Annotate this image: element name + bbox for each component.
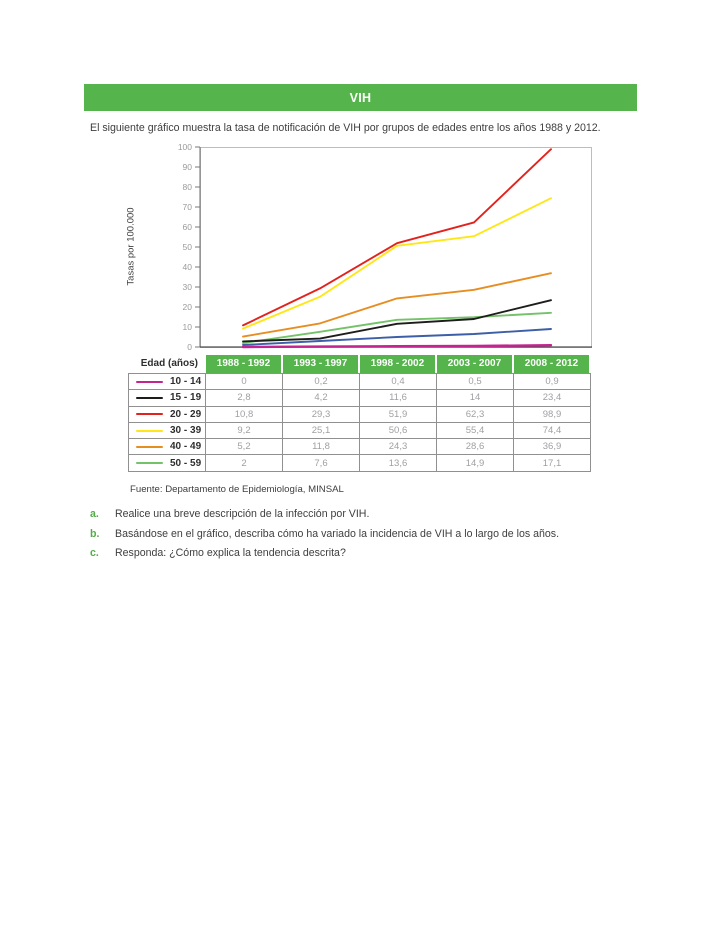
cell-value: 0,5: [436, 372, 514, 391]
row-label: 20 - 29: [170, 408, 202, 420]
cell-value: 9,2: [205, 421, 283, 440]
row-label: 40 - 49: [170, 441, 202, 453]
title-bar: VIH: [84, 84, 637, 111]
cell-value: 10,8: [205, 405, 283, 423]
legend-line-40-49: [136, 445, 163, 448]
table-header-row: Edad (años) 1988 - 1992 1993 - 1997 1998…: [128, 355, 590, 373]
svg-text:40: 40: [183, 262, 193, 272]
question-item-c: c. Responda: ¿Cómo explica la tendencia …: [90, 544, 650, 564]
legend-line-15-19: [136, 396, 163, 399]
cell-value: 25,1: [282, 421, 360, 440]
cell-value: 0,9: [513, 372, 591, 391]
svg-text:100: 100: [178, 142, 192, 152]
cell-value: 2: [205, 454, 283, 472]
cell-value: 51,9: [359, 405, 437, 423]
cell-value: 11,6: [359, 389, 437, 407]
svg-text:30: 30: [183, 282, 193, 292]
legend-line-20-29: [136, 413, 163, 416]
question-letter: a.: [90, 508, 99, 520]
cell-value: 62,3: [436, 405, 514, 423]
cell-value: 98,9: [513, 405, 591, 423]
cell-value: 74,4: [513, 421, 591, 440]
svg-text:70: 70: [183, 202, 193, 212]
cell-value: 28,6: [436, 438, 514, 456]
table-row: 50 - 59 2 7,6 13,6 14,9 17,1: [128, 454, 591, 472]
cell-value: 29,3: [282, 405, 360, 423]
table-row: 20 - 29 10,8 29,3 51,9 62,3 98,9: [128, 405, 591, 423]
table-row: 30 - 39 9,2 25,1 50,6 55,4 74,4: [128, 421, 591, 440]
question-item-b: b. Basándose en el gráfico, describa cóm…: [90, 525, 650, 545]
table-row: 15 - 19 2,8 4,2 11,6 14 23,4: [128, 389, 591, 407]
row-label: 50 - 59: [170, 457, 202, 469]
question-letter: c.: [90, 547, 99, 559]
cell-value: 14: [436, 389, 514, 407]
column-header-1988-1992: 1988 - 1992: [205, 355, 282, 373]
line-chart: 0 10 20 30 40 50 60 70 80 90 100: [178, 142, 592, 352]
column-header-2008-2012: 2008 - 2012: [513, 355, 590, 373]
cell-value: 7,6: [282, 454, 360, 472]
table-row: 40 - 49 5,2 11,8 24,3 28,6 36,9: [128, 438, 591, 456]
cell-value: 55,4: [436, 421, 514, 440]
table-row: 10 - 14 0 0,2 0,4 0,5 0,9: [128, 372, 591, 391]
cell-value: 24,3: [359, 438, 437, 456]
cell-value: 5,2: [205, 438, 283, 456]
row-label: 10 - 14: [170, 376, 202, 388]
cell-value: 0: [205, 372, 283, 391]
data-table: Edad (años) 1988 - 1992 1993 - 1997 1998…: [128, 355, 591, 472]
cell-value: 0,4: [359, 372, 437, 391]
cell-value: 4,2: [282, 389, 360, 407]
svg-text:0: 0: [187, 342, 192, 352]
legend-line-30-39: [136, 429, 163, 432]
questions-list: a. Realice una breve descripción de la i…: [90, 505, 650, 564]
cell-value: 13,6: [359, 454, 437, 472]
table-body: 10 - 14 0 0,2 0,4 0,5 0,9 15 - 19 2,8 4,…: [128, 372, 591, 472]
question-text: Basándose en el gráfico, describa cómo h…: [115, 527, 560, 540]
svg-text:80: 80: [183, 182, 193, 192]
source-text: Fuente: Departamento de Epidemiología, M…: [130, 484, 344, 495]
y-axis-label: Tasas por 100.000: [125, 207, 137, 286]
cell-value: 0,2: [282, 372, 360, 391]
cell-value: 2,8: [205, 389, 283, 407]
row-label: 15 - 19: [170, 392, 202, 404]
cell-value: 14,9: [436, 454, 514, 472]
cell-value: 50,6: [359, 421, 437, 440]
question-text: Responda: ¿Cómo explica la tendencia des…: [115, 547, 346, 559]
svg-text:10: 10: [183, 322, 193, 332]
cell-value: 11,8: [282, 438, 360, 456]
intro-text: El siguiente gráfico muestra la tasa de …: [90, 122, 601, 134]
legend-line-50-59: [136, 462, 163, 465]
column-header-2003-2007: 2003 - 2007: [436, 355, 513, 373]
page-title: VIH: [349, 90, 372, 105]
column-header-1993-1997: 1993 - 1997: [282, 355, 359, 373]
legend-line-10-14: [136, 380, 163, 383]
question-text: Realice una breve descripción de la infe…: [115, 508, 370, 520]
row-label: 30 - 39: [170, 425, 202, 437]
svg-text:90: 90: [183, 162, 193, 172]
cell-value: 36,9: [513, 438, 591, 456]
svg-text:20: 20: [183, 302, 193, 312]
cell-value: 23,4: [513, 389, 591, 407]
question-letter: b.: [90, 527, 100, 540]
svg-text:50: 50: [183, 242, 193, 252]
cell-value: 17,1: [513, 454, 591, 472]
question-item-a: a. Realice una breve descripción de la i…: [90, 505, 650, 525]
column-header-1998-2002: 1998 - 2002: [359, 355, 436, 373]
corner-header: Edad (años): [140, 358, 198, 369]
svg-text:60: 60: [183, 222, 193, 232]
